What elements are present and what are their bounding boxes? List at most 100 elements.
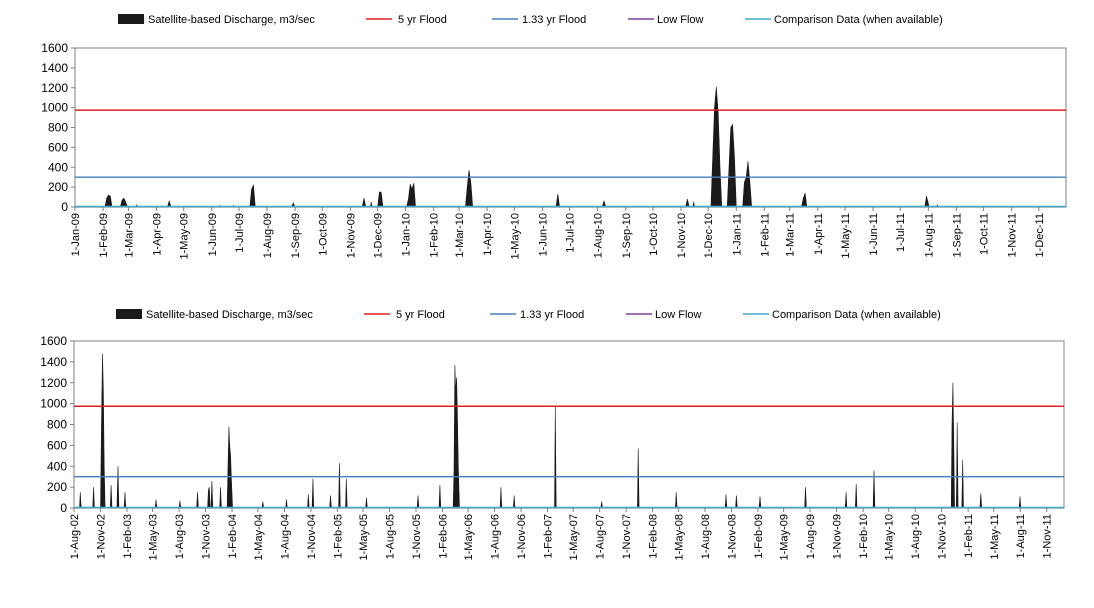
y-tick-label: 200 xyxy=(47,480,67,494)
x-tick-label: 1-Aug-10 xyxy=(593,213,605,258)
legend-label-discharge: Satellite-based Discharge, m3/sec xyxy=(148,14,315,26)
y-tick-label: 1000 xyxy=(41,101,68,115)
discharge-series-area xyxy=(74,353,1064,509)
x-tick-label: 1-Feb-10 xyxy=(858,514,870,559)
x-tick-label: 1-Feb-08 xyxy=(648,514,660,559)
x-tick-label: 1-Mar-11 xyxy=(785,213,797,257)
x-tick-label: 1-May-09 xyxy=(179,213,191,259)
x-tick-label: 1-Jun-09 xyxy=(207,213,219,256)
x-tick-label: 1-May-09 xyxy=(779,514,791,560)
plot-area: 0 200 400 600 800 1000 1200 1400 1600 1-Jan-09 1-F… xyxy=(41,41,1067,259)
x-tick-label: 1-Mar-09 xyxy=(123,213,135,258)
x-tick-label: 1-Nov-05 xyxy=(411,514,423,559)
legend-label-discharge: Satellite-based Discharge, m3/sec xyxy=(146,309,313,321)
x-tick-label: 1-Nov-11 xyxy=(1007,213,1019,257)
x-tick-label: 1-Jul-11 xyxy=(895,213,907,252)
legend-label-lowflow: Low Flow xyxy=(655,309,702,321)
x-tick-label: 1-Jan-11 xyxy=(731,213,743,256)
x-tick-label: 1-Nov-03 xyxy=(201,514,213,559)
plot-area: 0 200 400 600 800 1000 1200 1400 1600 1-Aug-02 1-N… xyxy=(40,334,1065,560)
x-tick-label: 1-Nov-07 xyxy=(621,514,633,559)
x-tick-label: 1-May-10 xyxy=(509,213,521,259)
x-tick-label: 1-Oct-10 xyxy=(648,213,660,256)
x-tick-label: 1-Oct-11 xyxy=(979,213,991,255)
x-tick-label: 1-Apr-10 xyxy=(482,213,494,256)
legend-label-lowflow: Low Flow xyxy=(657,14,704,26)
x-tick-label: 1-Feb-03 xyxy=(122,514,134,559)
x-tick-label: 1-Feb-07 xyxy=(543,514,555,559)
x-tick-label: 1-May-07 xyxy=(568,514,580,560)
x-tick-label: 1-Aug-02 xyxy=(69,514,81,559)
x-tick-label: 1-Apr-11 xyxy=(813,213,825,255)
x-tick-label: 1-Dec-11 xyxy=(1034,213,1046,257)
x-tick-label: 1-Jul-10 xyxy=(565,213,577,253)
y-tick-label: 1200 xyxy=(41,81,68,95)
x-tick-label: 1-Jan-09 xyxy=(70,213,82,256)
y-tick-label: 800 xyxy=(48,121,68,135)
x-tick-label: 1-Dec-09 xyxy=(373,213,385,258)
x-tick-label: 1-Apr-09 xyxy=(152,213,164,256)
x-tick-label: 1-Feb-09 xyxy=(753,514,765,559)
legend-swatch-discharge xyxy=(118,14,144,24)
y-tick-label: 600 xyxy=(47,438,67,452)
x-tick-label: 1-Aug-04 xyxy=(279,514,291,559)
legend-label-flood133: 1.33 yr Flood xyxy=(522,14,586,26)
y-tick-label: 0 xyxy=(61,200,68,214)
plot-frame xyxy=(74,47,1067,208)
y-tick-label: 600 xyxy=(48,140,68,154)
x-tick-label: 1-Nov-10 xyxy=(676,213,688,258)
x-tick-label: 1-Aug-11 xyxy=(1015,514,1027,558)
legend-swatch-discharge xyxy=(116,309,142,319)
x-tick-label: 1-Feb-11 xyxy=(759,213,771,257)
x-tick-label: 1-Nov-04 xyxy=(306,514,318,559)
y-tick-label: 1400 xyxy=(41,61,68,75)
x-tick-label: 1-Nov-11 xyxy=(1042,514,1054,558)
x-tick-label: 1-Sep-09 xyxy=(290,213,302,258)
y-tick-label: 800 xyxy=(47,418,67,432)
discharge-series-area xyxy=(75,86,1066,208)
plot-frame xyxy=(73,340,1065,509)
x-tick-label: 1-Nov-02 xyxy=(95,514,107,559)
x-tick-label: 1-Mar-10 xyxy=(454,213,466,258)
x-tick-label: 1-May-10 xyxy=(884,514,896,560)
y-tick-label: 1200 xyxy=(40,376,67,390)
x-tick-label: 1-Aug-03 xyxy=(174,514,186,559)
x-tick-label: 1-Feb-09 xyxy=(98,213,110,258)
x-tick-label: 1-Aug-06 xyxy=(490,514,502,559)
legend-label-flood5: 5 yr Flood xyxy=(396,309,445,321)
x-tick-label: 1-Aug-11 xyxy=(923,213,935,257)
legend-label-comparison: Comparison Data (when available) xyxy=(772,309,941,321)
x-tick-label: 1-Jun-10 xyxy=(537,213,549,256)
x-tick-label: 1-Aug-05 xyxy=(385,514,397,559)
x-tick-label: 1-Nov-06 xyxy=(516,514,528,559)
y-tick-label: 1000 xyxy=(40,397,67,411)
x-tick-label: 1-Feb-11 xyxy=(963,514,975,558)
x-tick-label: 1-Feb-10 xyxy=(429,213,441,258)
x-tick-label: 1-May-06 xyxy=(463,514,475,560)
x-tick-label: 1-Nov-08 xyxy=(727,514,739,559)
x-tick-label: 1-May-05 xyxy=(358,514,370,560)
discharge-chart-2009-2011: Satellite-based Discharge, m3/sec 5 yr F… xyxy=(41,14,1067,259)
legend-label-flood5: 5 yr Flood xyxy=(398,14,447,26)
y-tick-label: 1400 xyxy=(40,355,67,369)
y-tick-label: 1600 xyxy=(40,334,67,348)
y-tick-label: 400 xyxy=(48,160,68,174)
y-tick-label: 0 xyxy=(60,501,67,515)
x-tick-label: 1-Aug-08 xyxy=(700,514,712,559)
x-tick-label: 1-Jan-10 xyxy=(401,213,413,256)
x-tick-label: 1-Nov-09 xyxy=(832,514,844,559)
x-tick-label: 1-Feb-04 xyxy=(227,514,239,559)
x-tick-label: 1-May-11 xyxy=(840,213,852,259)
x-tick-label: 1-May-04 xyxy=(253,514,265,560)
y-tick-label: 200 xyxy=(48,180,68,194)
x-tick-label: 1-Dec-10 xyxy=(703,213,715,258)
x-tick-label: 1-Aug-10 xyxy=(910,514,922,559)
discharge-chart-2002-2011: Satellite-based Discharge, m3/sec 5 yr F… xyxy=(40,309,1065,560)
legend-label-comparison: Comparison Data (when available) xyxy=(774,14,943,26)
y-tick-label: 1600 xyxy=(41,41,68,55)
x-tick-label: 1-Feb-06 xyxy=(437,514,449,559)
x-tick-label: 1-Sep-10 xyxy=(621,213,633,258)
y-tick-label: 400 xyxy=(47,459,67,473)
x-tick-label: 1-Jun-11 xyxy=(868,213,880,256)
x-tick-label: 1-Nov-09 xyxy=(345,213,357,258)
